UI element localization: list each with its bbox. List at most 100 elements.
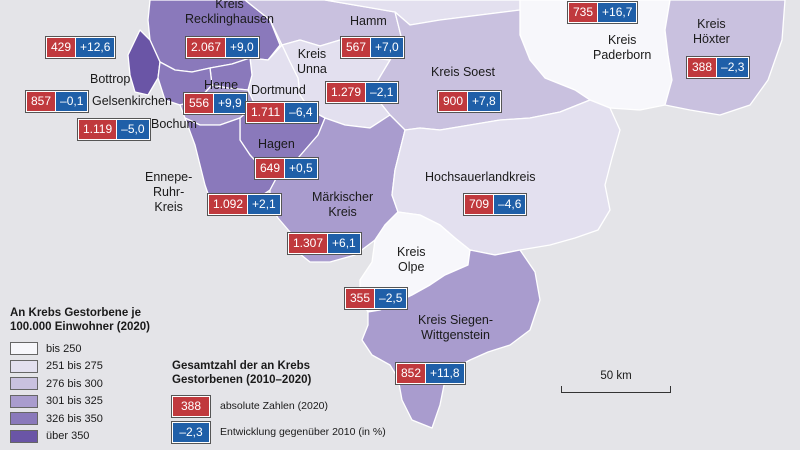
badge-change: +12,6 (76, 38, 115, 57)
legend-rate-item: 251 bis 275 (10, 358, 170, 376)
label-hamm: Hamm (350, 14, 387, 29)
label-maerkisch-text: Märkischer Kreis (312, 190, 374, 219)
scale-bar-line (561, 386, 671, 393)
badge-change: –2,3 (717, 58, 749, 77)
badge-ennepe: 1.092 +2,1 (208, 194, 281, 215)
label-bochum: Bochum (151, 117, 197, 132)
legend-rate-label: 301 bis 325 (46, 395, 103, 408)
scale-bar: 50 km (561, 370, 671, 393)
label-gelsenkirchen: Gelsenkirchen (92, 94, 172, 109)
label-ennepe-text: Ennepe- Ruhr- Kreis (145, 170, 193, 214)
label-dortmund: Dortmund (251, 83, 306, 98)
badge-change: –5,0 (117, 120, 149, 139)
legend-total-title: Gesamtzahl der an Krebs Gestorbenen (201… (172, 360, 312, 386)
badge-change: –4,6 (494, 195, 526, 214)
label-maerkisch: Märkischer Kreis (312, 190, 373, 220)
label-bochum-text: Bochum (151, 117, 197, 131)
legend-rate-label: über 350 (46, 430, 90, 443)
badge-absolute: 429 (47, 38, 77, 57)
label-paderborn: Kreis Paderborn (593, 33, 651, 63)
badge-siegen: 852 +11,8 (396, 363, 465, 384)
label-recklinghausen-text: Kreis Recklinghausen (185, 0, 274, 26)
badge-change: +0,5 (285, 159, 317, 178)
badge-dortmund: 1.711 –6,4 (246, 102, 318, 123)
legend-total: Gesamtzahl der an Krebs Gestorbenen (201… (172, 359, 432, 445)
legend-change-box: –2,3 (172, 421, 210, 443)
badge-change: –0,1 (56, 92, 88, 111)
legend-total-absolute: 388 absolute Zahlen (2020) (172, 393, 432, 419)
badge-olpe: 355 –2,5 (345, 288, 408, 309)
badge-change: +2,1 (248, 195, 280, 214)
badge-herne: 556 +9,9 (184, 93, 247, 114)
label-herne-text: Herne (204, 78, 239, 92)
badge-change: –2,1 (366, 83, 398, 102)
label-unna-text: Kreis Unna (297, 47, 327, 76)
legend-rate-item: 276 bis 300 (10, 375, 170, 393)
legend-rate-label: 251 bis 275 (46, 360, 103, 373)
badge-paderborn: 735 +16,7 (568, 2, 638, 23)
region-bottrop (127, 29, 161, 96)
badge-absolute: 388 (688, 58, 718, 77)
label-gelsenkirchen-text: Gelsenkirchen (92, 94, 172, 108)
legend-rate-label: 276 bis 300 (46, 377, 103, 390)
badge-hamm: 567 +7,0 (341, 37, 404, 58)
legend-rate-item: 326 bis 350 (10, 410, 170, 428)
badge-change: +11,8 (426, 364, 464, 383)
legend-rate-title: An Krebs Gestorbene je 100.000 Einwohner… (10, 307, 150, 333)
badge-absolute: 1.119 (79, 120, 118, 139)
legend-swatch (10, 394, 38, 408)
label-paderborn-text: Kreis Paderborn (593, 33, 652, 62)
label-soest-text: Kreis Soest (431, 65, 495, 79)
badge-absolute: 567 (342, 38, 372, 57)
legend-swatch (10, 429, 38, 443)
legend-absolute-label: absolute Zahlen (2020) (220, 400, 328, 412)
label-hamm-text: Hamm (350, 14, 387, 28)
badge-gelsenkirchen: 857 –0,1 (26, 91, 89, 112)
badge-maerkisch: 1.307 +6,1 (288, 233, 361, 254)
badge-change: +7,8 (468, 92, 500, 111)
badge-absolute: 2.067 (187, 38, 227, 57)
legend-swatch (10, 342, 38, 356)
badge-absolute: 1.307 (289, 234, 329, 253)
label-hochsauerland-text: Hochsauerlandkreis (425, 170, 536, 184)
badge-absolute: 857 (27, 92, 57, 111)
badge-absolute: 556 (185, 94, 215, 113)
badge-absolute: 709 (465, 195, 495, 214)
badge-change: –2,5 (375, 289, 407, 308)
legend-swatch (10, 377, 38, 391)
label-unna: Kreis Unna (297, 47, 327, 77)
label-hagen: Hagen (258, 137, 295, 152)
legend-total-change: –2,3 Entwicklung gegenüber 2010 (in %) (172, 419, 432, 445)
badge-absolute: 852 (397, 364, 427, 383)
badge-change: +6,1 (328, 234, 360, 253)
badge-absolute: 1.279 (327, 83, 367, 102)
badge-change: –6,4 (285, 103, 317, 122)
label-recklinghausen: Kreis Recklinghausen (185, 0, 274, 27)
badge-unna: 1.279 –2,1 (326, 82, 399, 103)
badge-change: +16,7 (598, 3, 637, 22)
label-bottrop-text: Bottrop (90, 72, 131, 86)
badge-absolute: 649 (256, 159, 286, 178)
badge-bochum: 1.119 –5,0 (78, 119, 150, 140)
label-bottrop: Bottrop (90, 72, 130, 87)
badge-bottrop: 429 +12,6 (46, 37, 116, 58)
scale-label: 50 km (600, 370, 632, 382)
legend-rate-item: bis 250 (10, 340, 170, 358)
badge-hoexter: 388 –2,3 (687, 57, 750, 78)
badge-absolute: 1.711 (247, 103, 286, 122)
label-hoexter-text: Kreis Höxter (693, 17, 730, 46)
legend-absolute-box: 388 (172, 395, 210, 417)
label-hagen-text: Hagen (258, 137, 295, 151)
label-olpe: Kreis Olpe (397, 245, 425, 275)
legend-swatch (10, 359, 38, 373)
legend-rate-label: bis 250 (46, 342, 82, 355)
badge-absolute: 900 (439, 92, 469, 111)
badge-absolute: 735 (569, 3, 599, 22)
badge-change: +9,0 (226, 38, 258, 57)
label-hochsauerland: Hochsauerlandkreis (425, 170, 535, 185)
label-olpe-text: Kreis Olpe (397, 245, 426, 274)
badge-hochsauerland: 709 –4,6 (464, 194, 527, 215)
legend-rate-item: 301 bis 325 (10, 393, 170, 411)
